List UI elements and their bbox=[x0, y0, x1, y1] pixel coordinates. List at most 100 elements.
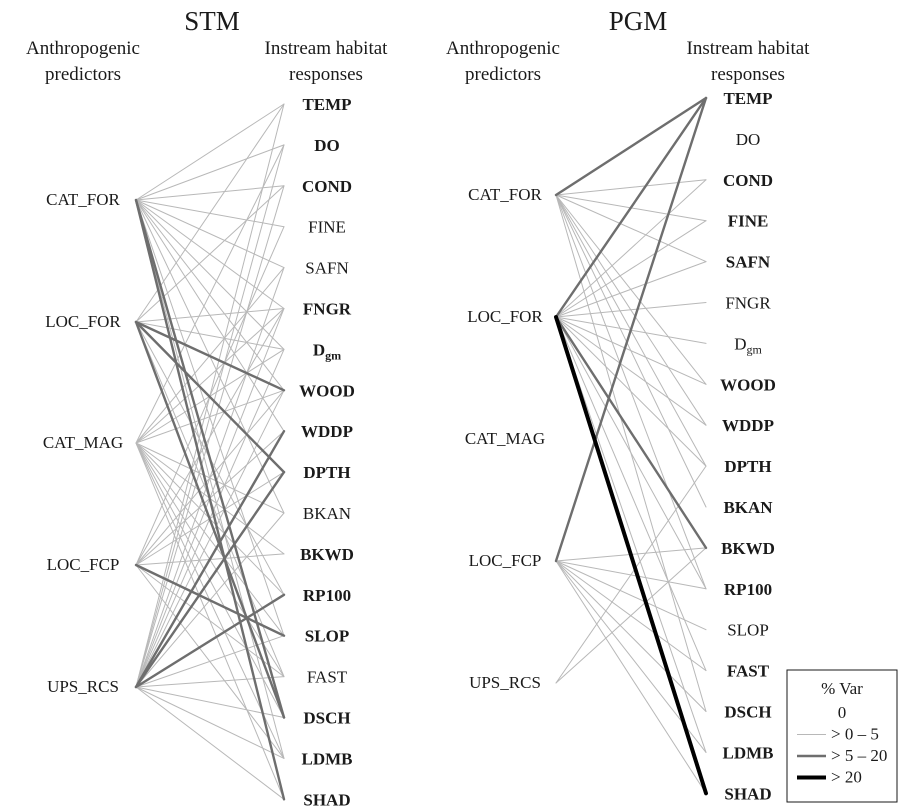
pgm-link-loc-fcp-temp bbox=[554, 96, 708, 563]
stm-predictor-loc-fcp: LOC_FCP bbox=[47, 555, 120, 574]
legend: % Var 0 > 0 – 5 > 5 – 20 > 20 bbox=[786, 669, 898, 803]
stm-links bbox=[134, 103, 286, 801]
stm-link-loc-for-dsch bbox=[134, 320, 286, 719]
pgm-link-loc-for-wddp bbox=[555, 316, 707, 426]
stm-responses-heading-line2: responses bbox=[289, 64, 363, 85]
stm-response-shad: SHAD bbox=[303, 790, 350, 808]
pgm-response-fine: FINE bbox=[728, 212, 769, 231]
stm-link-loc-for-cond bbox=[135, 185, 285, 323]
stm-link-loc-for-wood bbox=[134, 320, 286, 392]
pgm-response-dsch: DSCH bbox=[724, 703, 771, 722]
stm-response-dpth: DPTH bbox=[303, 463, 350, 482]
pgm-link-ups-rcs-bkwd bbox=[555, 547, 707, 684]
stm-response-rp100: RP100 bbox=[303, 586, 351, 605]
pgm-link-loc-for-fngr bbox=[555, 302, 707, 318]
stm-link-ups-rcs-do bbox=[135, 144, 285, 688]
pgm-response-rp100: RP100 bbox=[724, 580, 772, 599]
stm-responses-heading-line1: Instream habitat bbox=[265, 38, 389, 59]
stm-link-loc-for-dgm bbox=[135, 321, 285, 350]
pgm-link-loc-fcp-shad bbox=[555, 560, 707, 794]
pgm-link-cat-for-cond bbox=[555, 179, 707, 196]
pgm-link-loc-fcp-dsch bbox=[555, 560, 707, 712]
pgm-panel: PGM Anthropogenic predictors Instream ha… bbox=[446, 6, 810, 803]
legend-label-level-2: > 5 – 20 bbox=[831, 746, 887, 765]
pgm-response-shad: SHAD bbox=[724, 784, 771, 803]
stm-response-wood: WOOD bbox=[299, 381, 355, 400]
stm-link-cat-for-slop bbox=[135, 199, 285, 637]
pgm-response-bkwd: BKWD bbox=[721, 539, 775, 558]
pgm-response-safn: SAFN bbox=[726, 253, 771, 272]
legend-label-level-1: > 0 – 5 bbox=[831, 725, 879, 744]
stm-predictor-ups-rcs: UPS_RCS bbox=[47, 677, 119, 696]
pgm-response-fngr: FNGR bbox=[725, 294, 771, 313]
stm-response-fast: FAST bbox=[307, 668, 348, 687]
pgm-predictors-heading-line2: predictors bbox=[465, 64, 541, 85]
pgm-response-wood: WOOD bbox=[720, 375, 776, 394]
stm-response-ldmb: LDMB bbox=[302, 749, 353, 768]
legend-items: 0 > 0 – 5 > 5 – 20 > 20 bbox=[797, 703, 887, 787]
pgm-response-labels: TEMP DO COND FINE SAFN FNGR Dgm WOOD WDDP DPTH BKA… bbox=[720, 89, 776, 803]
stm-link-ups-rcs-wood bbox=[135, 389, 285, 688]
stm-link-cat-for-safn bbox=[135, 199, 285, 269]
stm-link-cat-for-wood bbox=[135, 199, 285, 391]
legend-label-level-3: > 20 bbox=[831, 768, 862, 787]
pgm-predictor-ups-rcs: UPS_RCS bbox=[469, 673, 541, 692]
pgm-response-wddp: WDDP bbox=[722, 416, 774, 435]
pgm-response-bkan: BKAN bbox=[723, 498, 773, 517]
pgm-link-loc-for-fast bbox=[555, 316, 707, 672]
pgm-predictors-heading-line1: Anthropogenic bbox=[446, 38, 560, 59]
stm-link-cat-for-cond bbox=[135, 185, 285, 201]
stm-predictor-labels: CAT_FOR LOC_FOR CAT_MAG LOC_FCP UPS_RCS bbox=[43, 190, 123, 696]
stm-response-bkwd: BKWD bbox=[300, 545, 354, 564]
stm-link-cat-for-ldmb bbox=[135, 199, 285, 759]
stm-link-cat-mag-fngr bbox=[135, 308, 285, 444]
stm-link-loc-for-dpth bbox=[134, 320, 286, 474]
legend-label-level-0: 0 bbox=[838, 703, 847, 722]
pgm-responses-heading-line2: responses bbox=[711, 64, 785, 85]
pgm-link-cat-for-temp bbox=[554, 96, 708, 197]
pgm-predictor-cat-for: CAT_FOR bbox=[468, 185, 542, 204]
pgm-link-loc-for-dpth bbox=[555, 316, 707, 467]
pgm-predictor-labels: CAT_FOR LOC_FOR CAT_MAG LOC_FCP UPS_RCS bbox=[465, 185, 545, 692]
pgm-link-loc-for-cond bbox=[555, 179, 707, 318]
pgm-link-loc-for-wood bbox=[555, 316, 707, 385]
stm-panel: STM Anthropogenic predictors Instream ha… bbox=[26, 6, 388, 808]
stm-predictors-heading-line2: predictors bbox=[45, 64, 121, 85]
pgm-responses-heading-line1: Instream habitat bbox=[687, 38, 811, 59]
pgm-link-loc-fcp-slop bbox=[555, 560, 707, 631]
stm-link-loc-fcp-slop bbox=[134, 563, 286, 637]
stm-link-loc-for-fngr bbox=[135, 308, 285, 323]
stm-response-dsch: DSCH bbox=[303, 709, 350, 728]
stm-response-do: DO bbox=[314, 136, 340, 155]
pgm-response-dpth: DPTH bbox=[724, 457, 771, 476]
stm-link-ups-rcs-fast bbox=[135, 676, 285, 688]
pgm-link-loc-for-ldmb bbox=[555, 316, 707, 753]
stm-predictor-cat-mag: CAT_MAG bbox=[43, 433, 123, 452]
stm-link-loc-fcp-fast bbox=[135, 564, 285, 678]
stm-link-ups-rcs-dsch bbox=[135, 686, 285, 718]
stm-predictors-heading-line1: Anthropogenic bbox=[26, 38, 140, 59]
pgm-panel-title: PGM bbox=[609, 6, 668, 36]
stm-link-cat-for-do bbox=[135, 144, 285, 201]
pgm-links bbox=[554, 96, 708, 796]
pgm-response-slop: SLOP bbox=[727, 621, 769, 640]
stm-link-ups-rcs-shad bbox=[135, 686, 285, 800]
pgm-link-loc-for-safn bbox=[555, 261, 707, 318]
stm-link-ups-rcs-safn bbox=[135, 267, 285, 688]
stm-link-cat-for-dsch bbox=[134, 198, 286, 719]
stm-link-ups-rcs-ldmb bbox=[135, 686, 285, 759]
stm-link-cat-mag-do bbox=[135, 144, 285, 444]
stm-link-cat-for-shad bbox=[134, 198, 286, 801]
pgm-predictor-cat-mag: CAT_MAG bbox=[465, 429, 545, 448]
stm-response-slop: SLOP bbox=[305, 627, 349, 646]
stm-response-cond: COND bbox=[302, 177, 352, 196]
pgm-link-cat-for-safn bbox=[555, 194, 707, 263]
pgm-link-loc-for-fine bbox=[555, 220, 707, 318]
stm-panel-title: STM bbox=[184, 6, 240, 36]
pgm-response-cond: COND bbox=[723, 171, 773, 190]
stm-link-ups-rcs-rp100 bbox=[134, 593, 286, 689]
stm-link-ups-rcs-cond bbox=[135, 185, 285, 688]
stm-response-temp: TEMP bbox=[302, 95, 351, 114]
stm-response-bkan: BKAN bbox=[303, 504, 351, 523]
